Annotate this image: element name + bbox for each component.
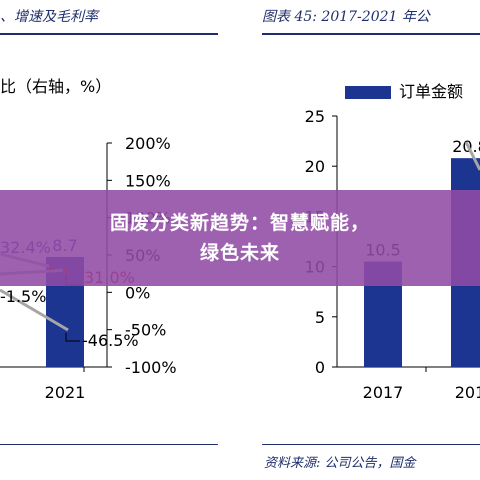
right-y-tick-label: 0 [315, 358, 325, 377]
right-title-rule [262, 33, 480, 35]
left-secondary-tick-label: 0% [125, 283, 150, 302]
banner-line-1: 固废分类新趋势：智慧赋能， [109, 212, 370, 234]
banner-line-2: 绿色未来 [199, 242, 280, 264]
left-panel-title: 、增速及毛利率 [0, 9, 98, 25]
right-category-label: 201 [455, 383, 480, 402]
right-y-tick-label: 25 [305, 107, 325, 126]
left-series-line-b [0, 288, 69, 332]
right-category-label: 2017 [363, 383, 404, 402]
left-title-rule [0, 33, 218, 35]
right-legend-label: 订单金额 [399, 82, 463, 101]
right-series-line [464, 141, 480, 171]
left-leader-neg-46-5 [65, 333, 80, 342]
left-line-label-neg-46-5: -46.5% [82, 331, 139, 350]
left-line-label-neg-1-5: -1.5% [0, 287, 46, 306]
left-axis-label: 比（右轴，%） [0, 77, 111, 96]
title-banner: 固废分类新趋势：智慧赋能， 绿色未来 [0, 190, 480, 286]
left-bottom-rule [0, 444, 218, 445]
right-source-note: 资料来源: 公司公告，国金 [264, 456, 416, 471]
left-secondary-tick-label: 150% [125, 171, 171, 190]
left-category-label: 2021 [45, 383, 86, 402]
right-legend-swatch [345, 86, 391, 99]
right-y-tick-label: 20 [305, 157, 325, 176]
right-y-tick-label: 5 [315, 308, 325, 327]
right-panel-title: 图表 45: 2017-2021 年公 [262, 9, 430, 25]
left-secondary-tick-label: 200% [125, 134, 171, 153]
right-bottom-rule [262, 444, 480, 445]
right-bar-data-label: 20.8 [452, 137, 480, 156]
left-secondary-tick-label: -50% [125, 321, 166, 340]
left-secondary-tick-label: -100% [125, 358, 177, 377]
